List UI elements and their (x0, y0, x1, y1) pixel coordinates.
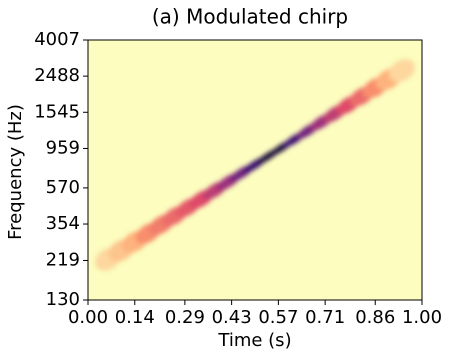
plot-background (88, 40, 422, 300)
y-tick-label: 4007 (34, 29, 80, 50)
spectrogram-ridge (95, 59, 415, 271)
x-tick-label: 0.86 (355, 307, 395, 328)
y-tick-label: 354 (46, 213, 80, 234)
y-tick-label: 959 (46, 137, 80, 158)
y-tick-label: 130 (46, 289, 80, 310)
x-tick-label: 0.71 (305, 307, 345, 328)
y-tick-label: 1545 (34, 101, 80, 122)
ridge-blob (388, 59, 415, 83)
x-tick-label: 0.14 (115, 307, 155, 328)
y-axis-label: Frequency (Hz) (5, 104, 26, 240)
y-tick-label: 570 (46, 177, 80, 198)
x-tick-label: 1.00 (402, 307, 442, 328)
x-tick-label: 0.29 (165, 307, 205, 328)
y-tick-label: 2488 (34, 65, 80, 86)
x-tick-label: 0.00 (68, 307, 108, 328)
y-tick-label: 219 (46, 249, 80, 270)
x-tick-label: 0.43 (212, 307, 252, 328)
x-tick-label: 0.57 (258, 307, 298, 328)
x-axis-label: Time (s) (217, 330, 291, 351)
plot-frame (87, 39, 423, 301)
chart-title: (a) Modulated chirp (152, 5, 348, 29)
